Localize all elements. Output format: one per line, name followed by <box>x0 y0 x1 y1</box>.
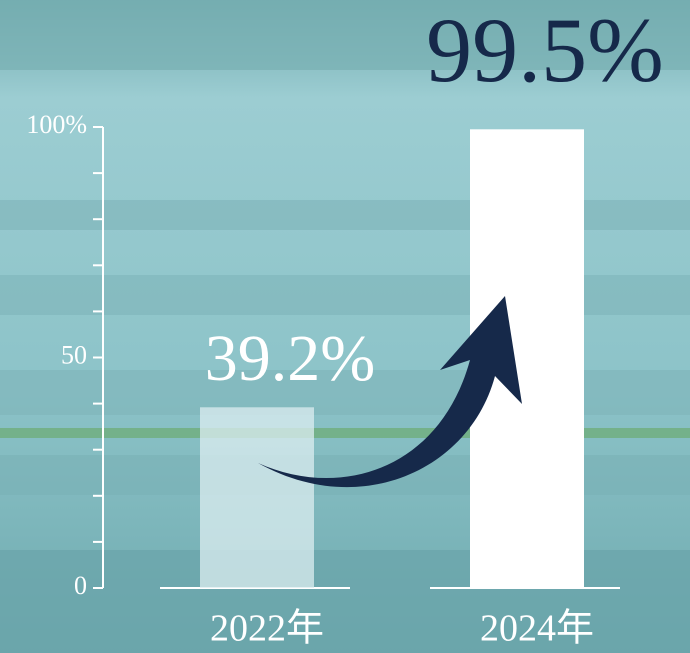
value-label: 39.2% <box>205 322 375 395</box>
y-tick-label: 100% <box>26 110 87 139</box>
growth-arrow <box>258 296 522 488</box>
y-tick-label: 50 <box>61 340 87 369</box>
labels: 2022年 39.2% 2024年 99.5% <box>205 0 664 650</box>
y-tick-label: 0 <box>74 571 87 600</box>
bar <box>200 407 314 588</box>
x-tick-label: 2022年 <box>210 608 324 650</box>
value-label: 99.5% <box>426 0 664 101</box>
x-tick-label: 2024年 <box>480 608 594 650</box>
